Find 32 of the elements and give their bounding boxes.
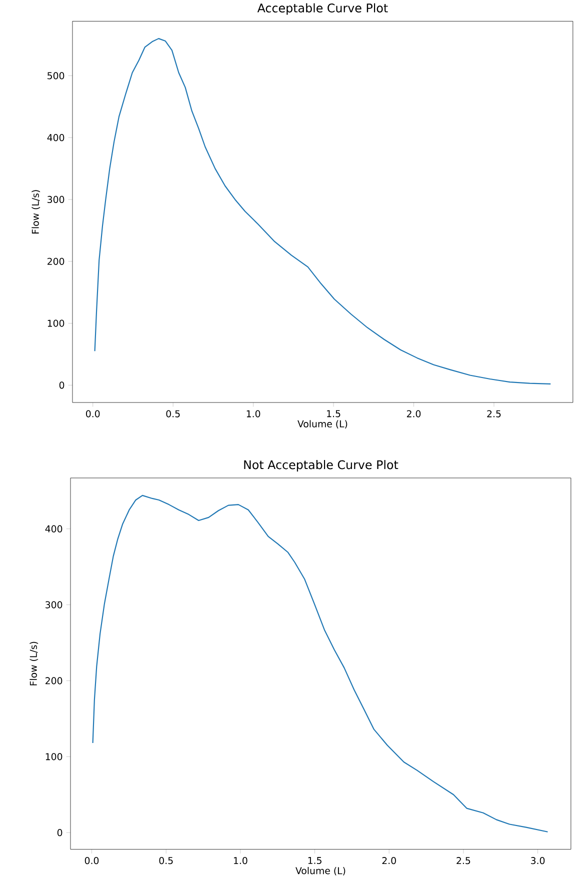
y-tick-label: 100 xyxy=(48,320,64,327)
y-axis-title: Flow (L/s) xyxy=(32,190,40,234)
x-axis-title: Volume (L) xyxy=(296,866,346,876)
y-tick-label: 300 xyxy=(46,601,62,608)
y-tick-label: 400 xyxy=(45,525,62,532)
chart-title: Not Acceptable Curve Plot xyxy=(244,460,398,472)
x-tick-label: 2.5 xyxy=(456,857,470,864)
x-tick-label: 0.5 xyxy=(166,410,180,418)
y-tick-label: 500 xyxy=(48,72,64,80)
x-tick-label: 2.5 xyxy=(487,410,501,418)
y-tick-label: 100 xyxy=(46,753,62,760)
x-tick-label: 0.0 xyxy=(84,857,99,864)
x-axis-title: Volume (L) xyxy=(298,420,348,429)
x-tick-label: 1.5 xyxy=(327,410,340,418)
chart-title: Acceptable Curve Plot xyxy=(257,3,388,15)
y-tick-label: 400 xyxy=(47,134,64,142)
x-tick-label: 2.0 xyxy=(382,857,396,864)
y-tick-label: 0 xyxy=(59,382,64,389)
y-tick-label: 200 xyxy=(46,677,62,684)
line-series xyxy=(92,494,548,832)
y-axis-title: Flow (L/s) xyxy=(30,642,38,686)
x-tick-label: 2.0 xyxy=(407,410,421,418)
y-tick-label: 0 xyxy=(58,829,62,836)
x-tick-label: 1.5 xyxy=(308,857,322,864)
x-tick-label: 3.0 xyxy=(531,857,545,864)
x-tick-label: 1.0 xyxy=(246,410,260,418)
y-tick-label: 200 xyxy=(48,258,64,265)
x-tick-label: 0.5 xyxy=(159,857,173,864)
x-tick-label: 1.0 xyxy=(234,857,248,864)
y-tick-label: 300 xyxy=(48,196,64,204)
line-series xyxy=(94,38,552,384)
x-tick-label: 0.0 xyxy=(86,410,100,418)
